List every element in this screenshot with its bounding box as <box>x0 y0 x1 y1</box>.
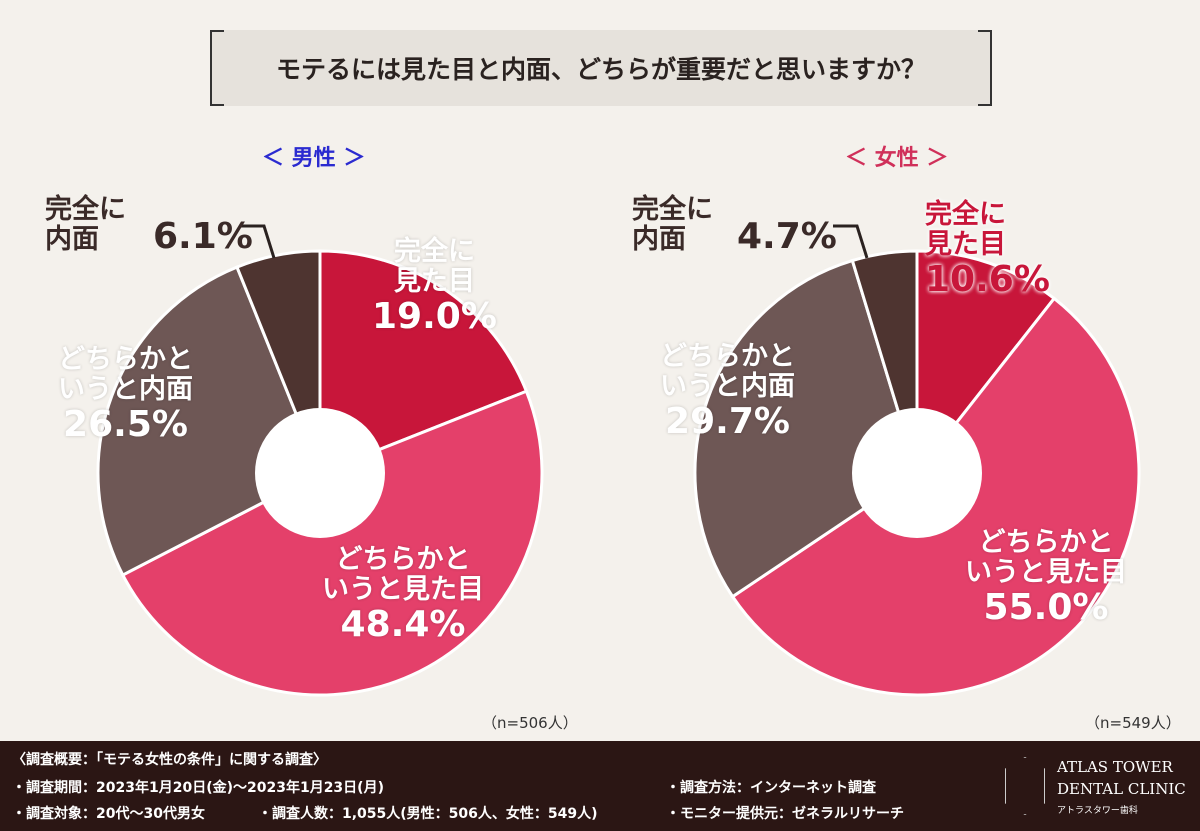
question-title: モテるには見た目と内面、どちらが重要だと思いますか？ <box>210 30 992 106</box>
male-label-rather-inner: どちらかと いうと内面 26.5% <box>58 344 193 446</box>
male-slice-rather-looks <box>120 389 544 697</box>
male-sample-size: （n=506人） <box>482 714 578 732</box>
clinic-logo: ATLAS TOWER DENTAL CLINIC アトラスタワー歯科 <box>1005 753 1186 819</box>
female-label-rather-inner: どちらかと いうと内面 29.7% <box>660 341 795 443</box>
male-label-complete-inner: 完全に 内面 6.1% <box>45 194 253 257</box>
male-donut-hole <box>255 408 385 538</box>
pie-charts <box>96 224 1141 697</box>
female-label-rather-looks: どちらかと いうと見た目 55.0% <box>965 527 1127 629</box>
male-slice-complete-looks <box>318 249 529 476</box>
female-slice-complete-looks <box>915 249 1057 478</box>
male-label-rather-looks: どちらかと いうと見た目 48.4% <box>322 544 484 646</box>
female-slice-rather-inner <box>693 258 919 599</box>
survey-provider: ・モニター提供元：ゼネラルリサーチ <box>666 806 904 822</box>
female-label-complete-looks: 完全に 見た目 10.6% <box>925 199 1050 301</box>
female-donut-hole <box>852 408 982 538</box>
title-bracket-right <box>978 30 992 106</box>
survey-period: ・調査期間：2023年1月20日(金)〜2023年1月23日(月) <box>12 780 384 796</box>
male-label-complete-looks: 完全に 見た目 19.0% <box>372 236 497 338</box>
logo-mark-icon <box>1005 757 1045 815</box>
male-heading: ＜ 男性 ＞ <box>262 146 366 171</box>
female-sample-size: （n=549人） <box>1085 714 1181 732</box>
female-label-complete-inner: 完全に 内面 4.7% <box>632 194 837 257</box>
male-leader-line <box>240 224 276 259</box>
survey-method: ・調査方法：インターネット調査 <box>666 780 876 796</box>
female-heading: ＜ 女性 ＞ <box>845 146 949 171</box>
survey-target: ・調査対象：20代〜30代男女 <box>12 806 205 822</box>
survey-footer: 〈調査概要：「モテる女性の条件」に関する調査〉 ・調査期間：2023年1月20日… <box>0 741 1200 831</box>
female-leader-line <box>833 224 869 259</box>
survey-heading: 〈調査概要：「モテる女性の条件」に関する調査〉 <box>12 752 327 768</box>
title-bracket-left <box>210 30 224 106</box>
survey-count: ・調査人数：1,055人(男性：506人、女性：549人) <box>258 806 598 822</box>
